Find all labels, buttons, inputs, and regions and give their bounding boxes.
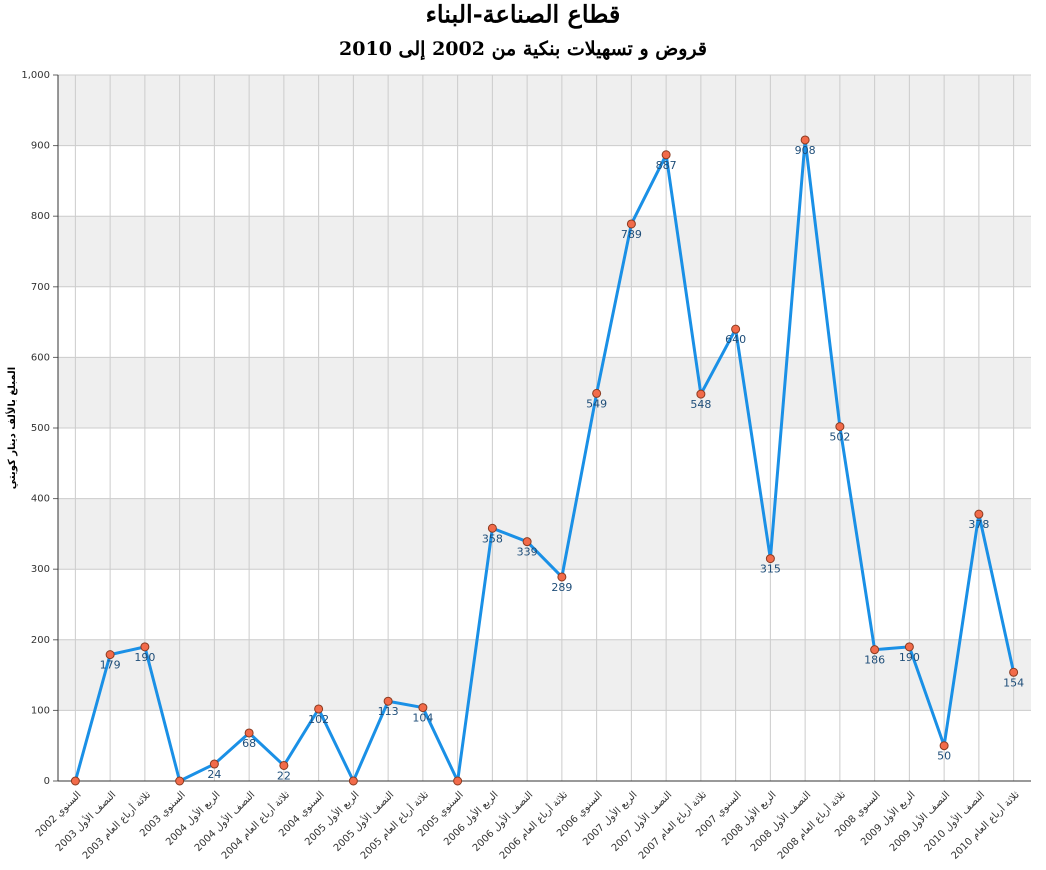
value-label: 24: [207, 768, 221, 781]
y-tick-label: 0: [44, 776, 50, 787]
value-label: 102: [308, 713, 329, 726]
marker: [661, 150, 671, 160]
y-tick-label: 500: [31, 423, 50, 434]
value-label: 68: [242, 737, 256, 750]
marker: [209, 759, 219, 769]
value-label: 190: [899, 651, 920, 664]
chart-title: قطاع الصناعة-البناء: [426, 0, 621, 30]
value-label: 358: [482, 532, 503, 545]
marker: [418, 703, 428, 713]
marker: [70, 776, 80, 786]
marker: [731, 324, 741, 334]
x-tick-label: النصف الأول 2008: [747, 788, 813, 854]
grid-band: [58, 216, 1031, 287]
marker: [765, 554, 775, 564]
grid-band: [58, 357, 1031, 428]
marker: [244, 728, 254, 738]
value-label: 22: [277, 769, 291, 782]
y-tick-label: 600: [31, 352, 50, 363]
value-label: 179: [100, 659, 121, 672]
value-label: 339: [517, 546, 538, 559]
x-tick-label: النصف الأول 2006: [469, 788, 535, 854]
marker: [279, 760, 289, 770]
marker: [175, 776, 185, 786]
marker: [487, 523, 497, 533]
y-tick-label: 900: [31, 141, 50, 152]
marker: [800, 135, 810, 145]
marker: [835, 422, 845, 432]
value-label: 378: [968, 518, 989, 531]
marker: [904, 642, 914, 652]
x-tick-label: النصف الأول 2010: [921, 788, 987, 854]
x-tick-label: النصف الأول 2005: [330, 788, 396, 854]
y-axis-title: المبلغ بالألف دينار كويتي: [5, 367, 18, 489]
x-tick-label: النصف الأول 2003: [52, 788, 118, 854]
y-tick-label: 800: [31, 211, 50, 222]
value-label: 502: [829, 431, 850, 444]
value-label: 154: [1003, 676, 1024, 689]
marker: [939, 741, 949, 751]
marker: [1009, 667, 1019, 677]
y-tick-label: 400: [31, 494, 50, 505]
marker: [105, 650, 115, 660]
marker: [974, 509, 984, 519]
value-label: 50: [937, 750, 951, 763]
value-label: 887: [656, 159, 677, 172]
marker: [314, 704, 324, 714]
grid-band: [58, 639, 1031, 711]
marker: [870, 645, 880, 655]
marker: [557, 572, 567, 582]
marker: [696, 389, 706, 399]
value-label: 315: [760, 563, 781, 576]
value-label: 548: [690, 398, 711, 411]
y-tick-label: 700: [31, 282, 50, 293]
marker: [453, 776, 463, 786]
x-tick-label: النصف الأول 2004: [191, 788, 257, 854]
value-label: 789: [621, 228, 642, 241]
x-tick-label: النصف الأول 2007: [608, 788, 674, 854]
x-tick-label: النصف الأول 2009: [886, 788, 952, 854]
y-tick-label: 200: [31, 635, 50, 646]
y-tick-label: 1,000: [21, 70, 50, 81]
value-label: 113: [378, 705, 399, 718]
y-tick-label: 100: [31, 705, 50, 716]
grid-band: [58, 75, 1031, 146]
marker: [592, 388, 602, 398]
value-label: 289: [551, 581, 572, 594]
marker: [383, 696, 393, 706]
value-label: 908: [795, 144, 816, 157]
value-label: 549: [586, 397, 607, 410]
marker: [522, 537, 532, 547]
value-label: 186: [864, 654, 885, 667]
value-label: 104: [412, 712, 433, 725]
value-label: 190: [134, 651, 155, 664]
marker: [626, 219, 636, 229]
marker: [140, 642, 150, 652]
chart-subtitle: قروض و تسهيلات بنكية من 2002 إلى 2010: [339, 38, 707, 61]
y-tick-label: 300: [31, 564, 50, 575]
line: [73, 138, 1016, 783]
marker: [348, 776, 358, 786]
value-label: 640: [725, 333, 746, 346]
